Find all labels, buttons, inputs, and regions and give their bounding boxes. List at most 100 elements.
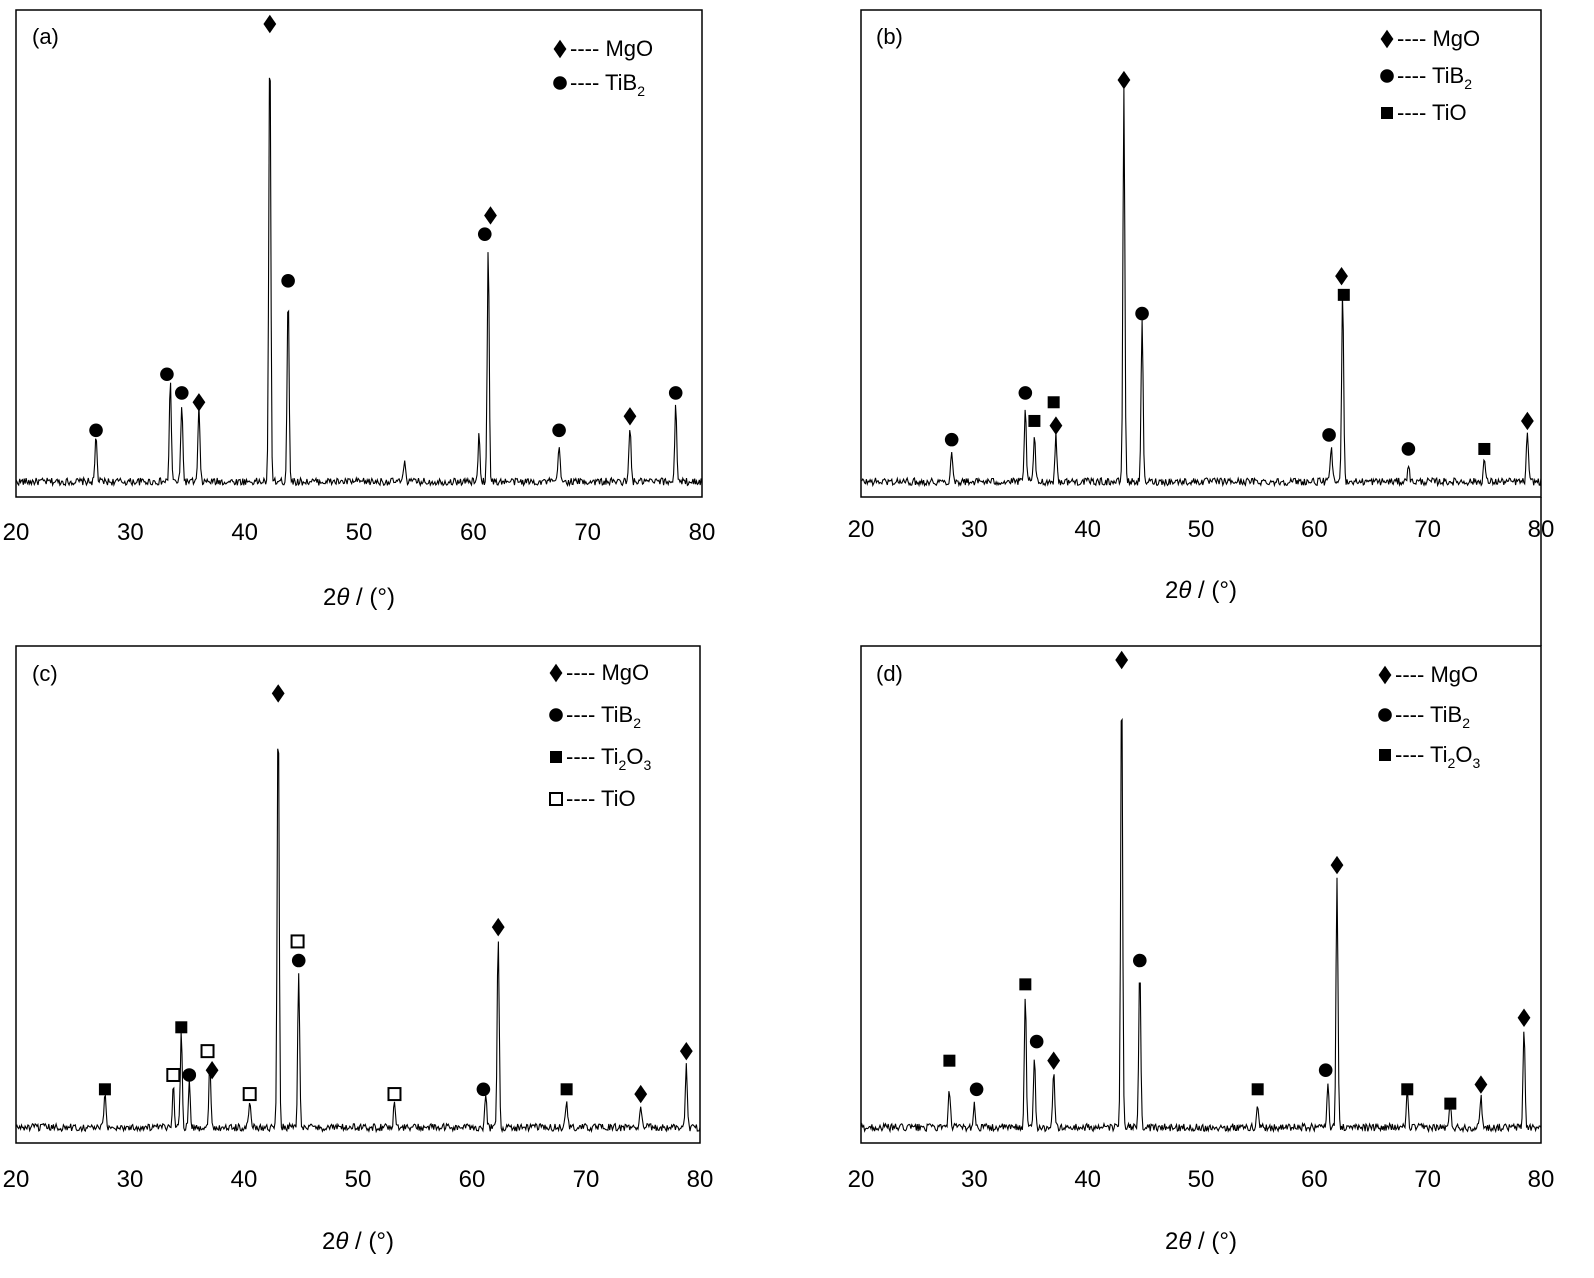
peak-marker-tib2 bbox=[552, 423, 566, 438]
legend-entry: ---- MgO bbox=[553, 36, 653, 61]
mgo-marker bbox=[1049, 416, 1063, 435]
peak-marker-tio bbox=[1478, 442, 1491, 455]
ti2o3-marker bbox=[1251, 1083, 1264, 1096]
tib2-marker bbox=[1401, 442, 1416, 456]
legend-entry: ---- TiB2 bbox=[553, 70, 645, 99]
peak-marker-mgo bbox=[1330, 855, 1344, 875]
peak-marker-mgo bbox=[634, 1084, 648, 1104]
mgo-marker bbox=[1517, 1008, 1531, 1027]
peak-marker-tib2 bbox=[89, 423, 103, 438]
legend-entry: ---- TiB2 bbox=[1378, 702, 1470, 731]
legend-entry: ---- TiB2 bbox=[1380, 63, 1472, 92]
peak-marker-tib2 bbox=[476, 1082, 491, 1097]
mgo-marker bbox=[1047, 1051, 1061, 1070]
peak-marker-tio bbox=[200, 1044, 215, 1059]
legend-symbol bbox=[1381, 107, 1393, 119]
legend-text: ---- TiO bbox=[566, 786, 636, 811]
peak-marker-mgo bbox=[1474, 1075, 1488, 1094]
tio-marker bbox=[200, 1044, 215, 1059]
peak-marker-tio bbox=[1047, 396, 1060, 409]
x-tick-label: 20 bbox=[3, 1166, 30, 1193]
circle-symbol bbox=[553, 76, 567, 90]
peak-marker-tio bbox=[290, 934, 305, 949]
mgo-marker bbox=[1335, 266, 1348, 286]
panel-label: (a) bbox=[32, 24, 59, 49]
peak-marker-ti2o3 bbox=[1444, 1097, 1457, 1110]
panel-d: 20 30 40 50 60 70 80 2θ / (°) (d) ---- MgO ---- Ti… bbox=[848, 645, 1554, 1255]
legend-text: ---- TiB2 bbox=[1397, 63, 1472, 92]
tib2-marker bbox=[1135, 306, 1149, 321]
legend-text: ---- MgO bbox=[566, 660, 649, 685]
mgo-marker bbox=[1117, 70, 1131, 90]
x-tick-label: 30 bbox=[961, 516, 988, 543]
peak-marker-tib2 bbox=[174, 386, 189, 400]
peak-marker-tib2 bbox=[182, 1068, 197, 1082]
tio-marker bbox=[1028, 414, 1041, 427]
legend-symbol bbox=[1378, 708, 1392, 722]
peak-marker-mgo bbox=[205, 1061, 219, 1080]
diamond-symbol bbox=[1378, 665, 1392, 685]
x-axis-label: 2θ / (°) bbox=[323, 584, 395, 611]
legend-entry: ---- Ti2O3 bbox=[1379, 742, 1480, 771]
legend-text: ---- MgO bbox=[570, 36, 653, 61]
tio-marker bbox=[1478, 442, 1491, 455]
tio-marker bbox=[242, 1087, 257, 1102]
x-tick-label: 30 bbox=[961, 1166, 988, 1193]
peak-marker-tib2 bbox=[291, 953, 306, 968]
legend-symbol bbox=[550, 751, 562, 763]
x-tick-label: 80 bbox=[687, 1166, 714, 1193]
plot-frame bbox=[860, 9, 1542, 498]
mgo-marker bbox=[1474, 1075, 1488, 1094]
x-tick-label: 50 bbox=[1188, 1166, 1215, 1193]
ti2o3-marker bbox=[1019, 978, 1032, 991]
tib2-marker bbox=[476, 1082, 491, 1097]
peak-marker-tib2 bbox=[668, 386, 683, 400]
peak-marker-mgo bbox=[679, 1041, 693, 1061]
x-tick-label: 60 bbox=[1301, 516, 1328, 543]
peak-marker-mgo bbox=[1049, 416, 1063, 435]
x-tick-label: 20 bbox=[848, 1166, 875, 1193]
ti2o3-marker bbox=[1444, 1097, 1457, 1110]
peak-marker-tib2 bbox=[160, 367, 174, 382]
peak-marker-tib2 bbox=[1401, 442, 1416, 456]
legend-entry: ---- Ti2O3 bbox=[550, 744, 651, 773]
mgo-marker bbox=[484, 206, 497, 225]
mgo-marker bbox=[205, 1061, 219, 1080]
peak-marker-mgo bbox=[1115, 650, 1129, 670]
peak-marker-mgo bbox=[491, 917, 505, 937]
tib2-marker bbox=[944, 432, 959, 447]
peak-marker-ti2o3 bbox=[98, 1083, 111, 1096]
tio-marker bbox=[166, 1067, 181, 1082]
peak-marker-tio bbox=[1337, 288, 1350, 301]
mgo-marker bbox=[271, 684, 285, 703]
tio-marker bbox=[1047, 396, 1060, 409]
xrd-pattern-line bbox=[15, 748, 701, 1134]
legend-symbol bbox=[1379, 749, 1391, 761]
x-tick-label: 20 bbox=[3, 519, 30, 546]
peak-marker-tib2 bbox=[1135, 306, 1149, 321]
legend-entry: ---- MgO bbox=[1380, 26, 1480, 51]
panel-c: 20 30 40 50 60 70 80 2θ / (°) (c) ---- MgO ---- Ti… bbox=[3, 645, 714, 1255]
legend-text: ---- TiB2 bbox=[566, 702, 641, 731]
panel-label: (b) bbox=[876, 24, 903, 49]
peak-marker-mgo bbox=[1047, 1051, 1061, 1070]
tib2-marker bbox=[1318, 1063, 1333, 1078]
tio-marker bbox=[1337, 288, 1350, 301]
peak-marker-ti2o3 bbox=[1019, 978, 1032, 991]
legend-symbol bbox=[1380, 29, 1394, 49]
legend-entry: ---- TiO bbox=[549, 786, 636, 811]
xrd-pattern-line bbox=[860, 717, 1542, 1134]
xrd-pattern-line bbox=[860, 87, 1542, 488]
tio-marker bbox=[387, 1087, 402, 1102]
peak-marker-mgo bbox=[1517, 1008, 1531, 1027]
peak-marker-mgo bbox=[484, 206, 497, 225]
square-symbol bbox=[550, 751, 562, 763]
tio-marker bbox=[290, 934, 305, 949]
legend-symbol bbox=[1380, 69, 1394, 83]
x-tick-label: 40 bbox=[231, 519, 258, 546]
peak-marker-mgo bbox=[1521, 411, 1534, 431]
mgo-marker bbox=[623, 407, 637, 426]
x-tick-label: 80 bbox=[689, 519, 716, 546]
mgo-marker bbox=[679, 1041, 693, 1061]
